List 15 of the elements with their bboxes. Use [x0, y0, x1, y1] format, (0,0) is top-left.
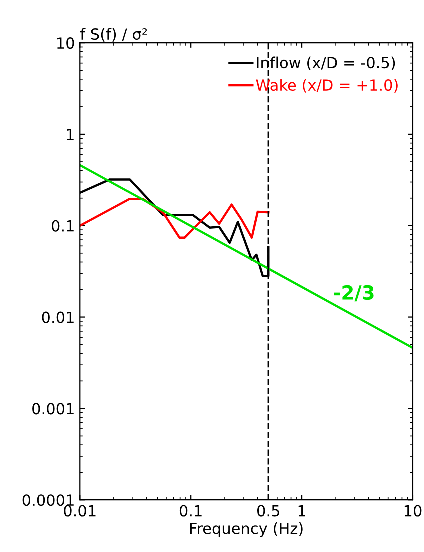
x-axis-title: Frequency (Hz) — [190, 522, 303, 538]
y-axis-title: f S(f) / σ² — [80, 28, 148, 42]
x-tick-label: 10 — [404, 505, 422, 517]
x-tick-label: 0.5 — [257, 505, 280, 517]
y-tick-label: 0.0001 — [22, 494, 74, 506]
x-tick-label: 1 — [298, 505, 306, 517]
x-tick-label: 0.1 — [180, 505, 202, 517]
y-tick-label: 10 — [58, 38, 74, 50]
annotation: -2/3 — [334, 285, 374, 302]
y-tick-label: 0.01 — [42, 312, 74, 324]
y-tick-label: 0.001 — [32, 403, 74, 415]
y-tick-label: 0.1 — [52, 220, 74, 232]
legend-label: Inflow (x/D = -0.5) — [257, 56, 396, 70]
legend-label: Wake (x/D = +1.0) — [256, 79, 398, 93]
y-tick-label: 1 — [67, 129, 74, 140]
